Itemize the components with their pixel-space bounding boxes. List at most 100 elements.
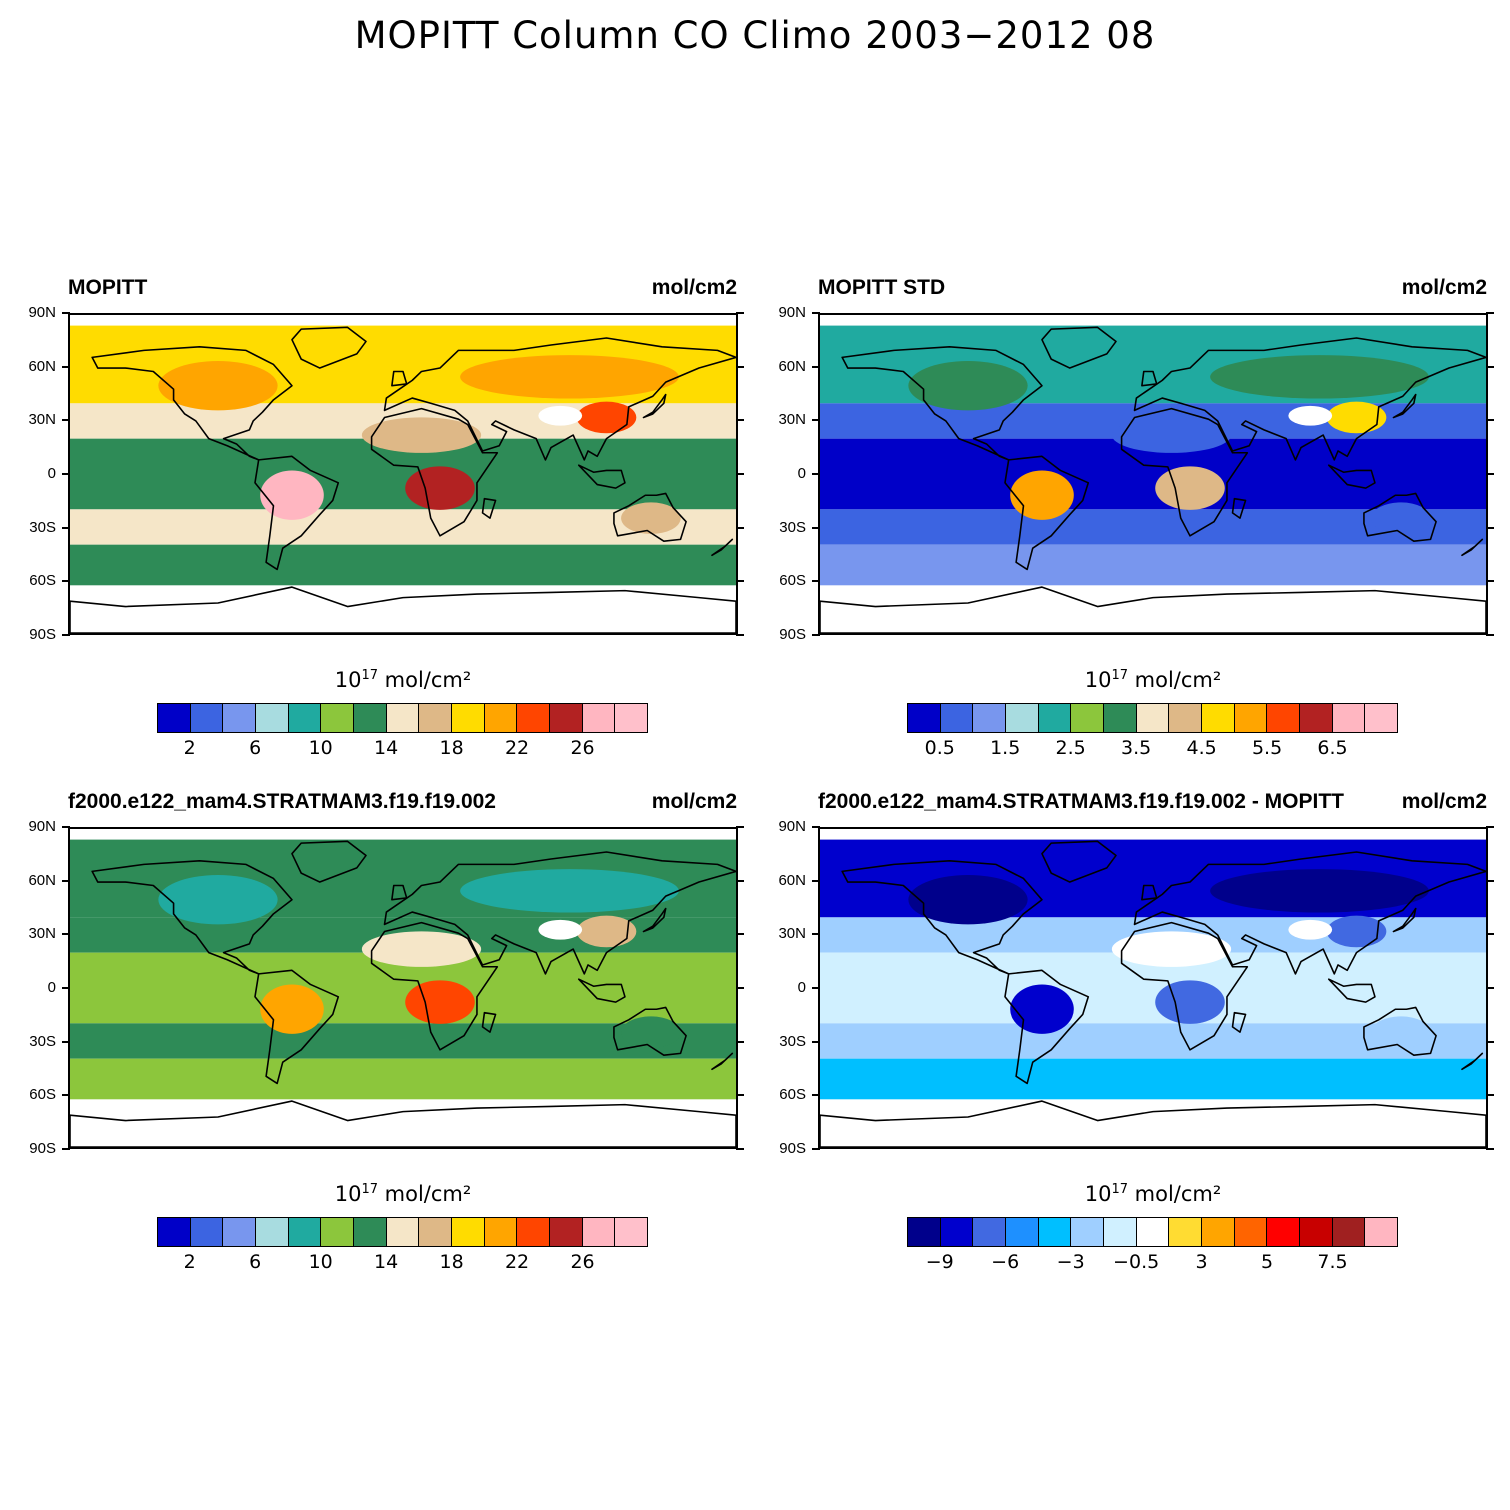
colorbar-tick-label: 6 — [249, 1251, 262, 1273]
field-sahara — [361, 417, 482, 453]
field-north-america — [908, 360, 1028, 411]
field-north-america — [908, 874, 1028, 925]
coastline-nz — [711, 1052, 734, 1071]
coastline-africa — [1120, 921, 1249, 1051]
latitude-tick — [62, 1148, 70, 1150]
field-central-africa — [1155, 466, 1225, 510]
field-missing-tibet — [1288, 919, 1333, 940]
latitude-tick — [812, 419, 820, 422]
caption-base: 10 — [334, 1182, 362, 1206]
colorbar-tick-label: 26 — [570, 737, 595, 759]
map-plot — [68, 827, 738, 1149]
latitude-label: 60N — [28, 357, 56, 375]
colorbar-tick-label: 7.5 — [1317, 1251, 1348, 1273]
latitude-tick — [812, 1040, 820, 1043]
field-north-america — [158, 360, 278, 411]
coastline-australia — [1363, 1006, 1437, 1056]
latitude-tick — [62, 526, 70, 529]
colorbar-tick-label: 4.5 — [1186, 737, 1217, 759]
colorbar-box — [452, 1218, 485, 1246]
caption-units: mol/cm² — [1127, 668, 1222, 692]
latitude-tick — [62, 419, 70, 422]
map-svg — [820, 325, 1486, 633]
latitude-tick-right — [736, 879, 744, 882]
colorbar-box — [321, 704, 355, 732]
latitude-tick — [812, 365, 820, 368]
colorbar-box — [1006, 1218, 1039, 1246]
caption-units: mol/cm² — [1127, 1182, 1222, 1206]
latitude-tick-right — [1486, 473, 1494, 475]
latitude-label: 30S — [29, 518, 56, 536]
coastline-nz — [1461, 538, 1484, 557]
coastline-madagascar — [1231, 1011, 1247, 1033]
field-north-america — [158, 874, 278, 925]
colorbar-tick-label: 5 — [1261, 1251, 1274, 1273]
latitude-tick — [62, 826, 70, 828]
latitude-tick-right — [736, 987, 744, 989]
latitude-label: 60S — [779, 1086, 806, 1104]
colorbar-box — [256, 1218, 289, 1246]
caption-exponent: 17 — [1111, 668, 1128, 683]
coastline-samerica — [254, 455, 340, 571]
panel-title: f2000.e122_mam4.STRATMAM3.f19.f19.002 - … — [818, 790, 1344, 813]
latitude-tick-right — [1486, 1094, 1494, 1097]
latitude-label: 0 — [47, 465, 56, 482]
colorbar-box — [484, 1218, 518, 1246]
map-svg — [820, 839, 1486, 1147]
colorbar-box — [1169, 1218, 1203, 1246]
colorbar-box — [973, 704, 1007, 732]
panel-units: mol/cm2 — [1401, 276, 1487, 299]
colorbar-box — [1202, 704, 1235, 732]
colorbar-box — [1006, 704, 1039, 732]
latitude-label: 30N — [778, 411, 806, 429]
colorbar-box — [1038, 1218, 1072, 1246]
latitude-tick — [812, 826, 820, 828]
panel-title: MOPITT STD — [818, 276, 946, 299]
latitude-tick — [62, 1040, 70, 1043]
field-sahara — [1111, 931, 1232, 967]
coastline-greenland — [291, 840, 367, 883]
panel-title: f2000.e122_mam4.STRATMAM3.f19.f19.002 — [68, 790, 496, 813]
coastline-samerica — [254, 969, 340, 1085]
colorbar-tick-label: −0.5 — [1113, 1251, 1160, 1273]
latitude-tick — [62, 879, 70, 882]
latitude-tick-right — [1486, 1040, 1494, 1043]
latitude-tick-right — [736, 933, 744, 936]
coastline-antarctica — [820, 586, 1486, 633]
field-missing-tibet — [1288, 405, 1333, 426]
latitude-tick-right — [736, 473, 744, 475]
colorbar-tick-label: 18 — [439, 737, 464, 759]
map-svg — [70, 325, 736, 633]
colorbar-caption: 1017 mol/cm² — [68, 1182, 738, 1206]
latitude-tick-right — [736, 419, 744, 422]
field-central-africa — [1155, 980, 1225, 1024]
latitude-tick-right — [736, 365, 744, 368]
latitude-label: 0 — [47, 979, 56, 996]
coastline-australia — [613, 1006, 687, 1056]
colorbar-box — [1169, 704, 1203, 732]
coastline-madagascar — [1231, 497, 1247, 519]
latitude-label: 90N — [778, 304, 806, 321]
field-australia — [621, 502, 681, 534]
latitude-label: 0 — [797, 979, 806, 996]
field-australia — [1371, 502, 1431, 534]
colorbar-box — [386, 704, 420, 732]
colorbar-box — [419, 704, 453, 732]
panel-units: mol/cm2 — [651, 276, 737, 299]
coastline-indonesia — [1327, 464, 1376, 489]
colorbar-box — [1332, 1218, 1366, 1246]
colorbar-tick-label: 3.5 — [1121, 737, 1152, 759]
latitude-tick-right — [736, 580, 744, 583]
field-siberia — [460, 355, 679, 399]
colorbar-box — [1332, 704, 1366, 732]
latitude-label: 90S — [779, 1140, 806, 1157]
colorbar-box — [484, 704, 518, 732]
colorbar-labels: 2 6 10 14 18 22 26 — [157, 1251, 648, 1275]
field-east-asia — [1326, 915, 1387, 948]
colorbar-box — [1071, 704, 1105, 732]
colorbar-box — [582, 1218, 616, 1246]
colorbar-box — [190, 1218, 224, 1246]
colorbar-box — [158, 704, 191, 732]
field-east-asia — [576, 915, 637, 948]
coastline-uk — [1141, 370, 1158, 387]
